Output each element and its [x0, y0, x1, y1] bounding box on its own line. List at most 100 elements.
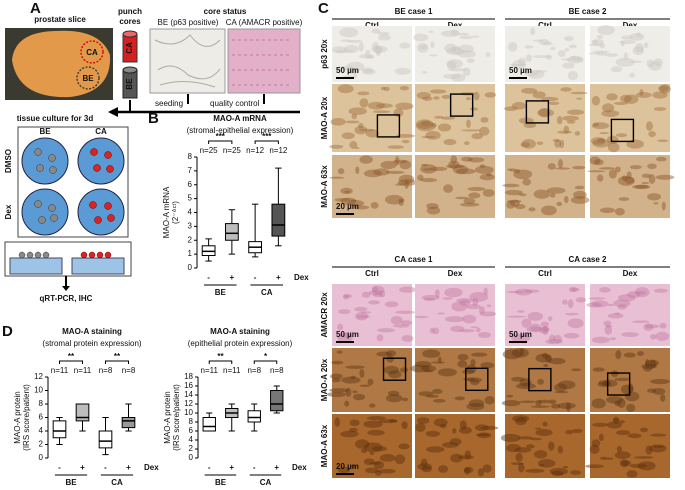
texture: [501, 400, 521, 407]
texture: [607, 142, 620, 153]
texture: [592, 422, 609, 427]
texture: [506, 394, 514, 398]
label: DMSO: [4, 149, 13, 173]
panel-letter: A: [30, 0, 41, 17]
texture: [421, 71, 428, 74]
y-tick-label: 2: [189, 444, 194, 453]
texture: [614, 312, 621, 315]
x-tick-label: -: [253, 463, 256, 472]
texture: [586, 302, 602, 308]
texture: [339, 27, 359, 38]
texture: [530, 323, 542, 332]
x-tick-label: -: [207, 273, 210, 282]
texture: [641, 181, 650, 185]
texture: [608, 169, 617, 179]
y-tick-label: 8: [39, 399, 44, 408]
texture: [630, 60, 643, 64]
texture: [420, 458, 428, 468]
texture: [607, 421, 622, 429]
y-tick-label: 12: [184, 399, 193, 408]
treatment-label: Dex: [294, 273, 309, 282]
texture: [367, 429, 385, 436]
texture: [602, 103, 615, 113]
texture: [549, 334, 556, 344]
texture: [639, 89, 644, 96]
y-tick-label: 5: [188, 194, 193, 203]
texture: [357, 91, 370, 96]
texture: [413, 33, 429, 42]
micrograph: [505, 348, 585, 412]
texture: [506, 290, 525, 294]
texture: [337, 168, 345, 175]
texture: [645, 359, 659, 367]
texture: [627, 291, 641, 299]
texture: [643, 323, 654, 331]
texture: [653, 288, 668, 293]
texture: [653, 58, 663, 67]
y-tick-label: 12: [34, 372, 43, 381]
texture: [650, 378, 670, 385]
texture: [410, 364, 431, 373]
y-tick-label: 1: [188, 249, 193, 258]
texture: [558, 380, 576, 390]
texture: [371, 285, 385, 295]
texture: [356, 314, 370, 319]
box: [98, 430, 113, 449]
texture: [467, 157, 485, 163]
texture: [596, 51, 608, 56]
texture: [398, 200, 404, 206]
x-tick-label: -: [104, 463, 107, 472]
texture: [461, 156, 473, 162]
scale-label: 50 µm: [509, 66, 532, 75]
texture: [541, 96, 559, 102]
texture: [455, 196, 469, 200]
texture: [592, 39, 605, 46]
texture: [518, 57, 527, 66]
texture: [550, 403, 561, 409]
texture: [395, 310, 416, 314]
texture: [345, 387, 352, 397]
texture: [546, 187, 566, 194]
texture: [468, 192, 481, 199]
texture: [330, 118, 346, 126]
texture: [352, 390, 358, 394]
texture: [506, 443, 521, 453]
texture: [385, 394, 403, 403]
texture: [559, 139, 565, 149]
texture: [598, 167, 616, 170]
texture: [567, 70, 578, 81]
texture: [353, 73, 358, 79]
texture: [450, 29, 459, 36]
texture: [431, 361, 445, 364]
texture: [655, 331, 670, 341]
texture: [557, 130, 573, 134]
texture: [556, 116, 563, 125]
texture: [484, 395, 495, 405]
texture: [635, 291, 647, 295]
texture: [401, 421, 408, 429]
texture: [562, 115, 580, 121]
texture: [344, 400, 350, 407]
micrograph: [590, 284, 670, 346]
texture: [591, 122, 610, 130]
texture: [642, 365, 653, 372]
texture: [388, 419, 398, 423]
texture: [420, 164, 437, 174]
column-label: Dex: [448, 269, 463, 278]
texture: [529, 437, 542, 441]
texture: [542, 352, 549, 359]
significance: ***: [216, 132, 226, 141]
texture: [613, 416, 620, 425]
texture: [619, 40, 636, 45]
texture: [466, 119, 471, 128]
texture: [530, 27, 536, 36]
texture: [649, 444, 667, 453]
texture: [576, 97, 583, 100]
texture: [563, 125, 570, 134]
texture: [635, 42, 644, 53]
texture: [363, 442, 383, 453]
texture: [463, 198, 476, 205]
scale-label: 20 µm: [336, 202, 359, 211]
label: CA: [125, 42, 134, 54]
texture: [548, 399, 557, 405]
